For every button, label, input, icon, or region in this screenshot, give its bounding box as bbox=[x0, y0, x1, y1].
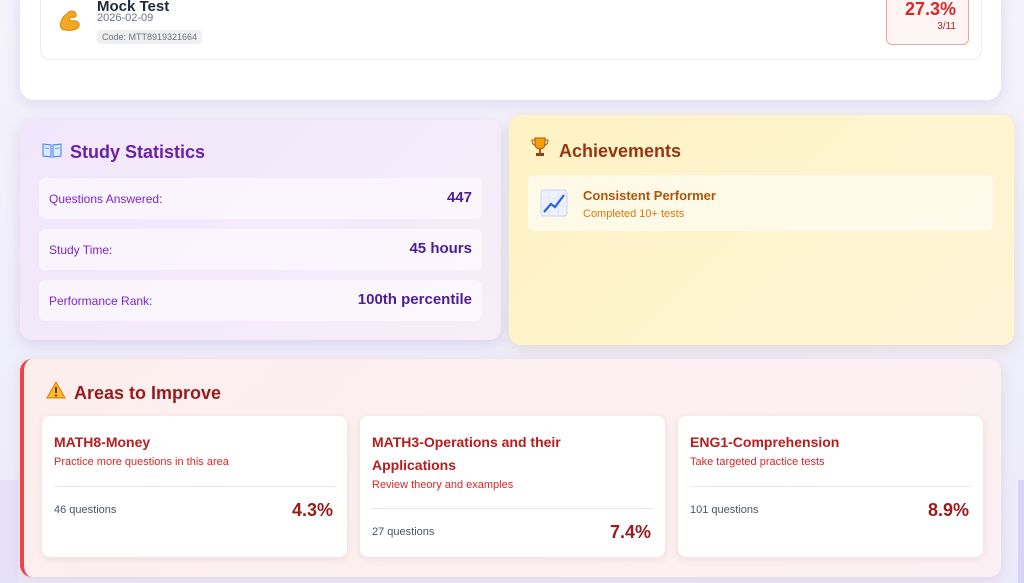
background-strip-left bbox=[0, 480, 18, 583]
areas-to-improve-card: Areas to Improve MATH8-Money Practice mo… bbox=[20, 359, 1001, 577]
background-strip-right bbox=[1018, 480, 1024, 583]
area-name: MATH8-Money bbox=[54, 434, 151, 450]
test-title: Mock Test bbox=[97, 0, 170, 15]
area-hint: Review theory and examples bbox=[372, 479, 514, 491]
achievement-name: Consistent Performer bbox=[583, 188, 716, 203]
area-divider bbox=[690, 486, 971, 487]
score-percent: 27.3% bbox=[904, 0, 956, 19]
score-fraction: 3/11 bbox=[937, 21, 956, 32]
areas-to-improve-title: Areas to Improve bbox=[74, 383, 222, 403]
stat-row-rank: Performance Rank: 100th percentile bbox=[39, 280, 482, 321]
area-question-count: 27 questions bbox=[372, 526, 435, 538]
study-statistics-card: Study Statistics Questions Answered: 447… bbox=[20, 120, 501, 340]
stat-label: Study Time: bbox=[49, 243, 113, 257]
area-percent: 4.3% bbox=[291, 500, 333, 520]
study-statistics-title: Study Statistics bbox=[70, 142, 206, 162]
area-divider bbox=[372, 508, 653, 509]
warning-icon bbox=[46, 380, 68, 404]
achievements-heading: Achievements bbox=[531, 137, 681, 162]
stat-value: 100th percentile bbox=[357, 291, 472, 308]
improve-area-card[interactable]: ENG1-Comprehension Take targeted practic… bbox=[678, 416, 983, 557]
areas-to-improve-heading: Areas to Improve bbox=[46, 380, 222, 404]
area-question-count: 101 questions bbox=[690, 504, 759, 516]
test-date: 2026-02-09 bbox=[97, 12, 154, 24]
study-statistics-heading: Study Statistics bbox=[42, 142, 205, 163]
stat-label: Performance Rank: bbox=[49, 294, 153, 308]
area-question-count: 46 questions bbox=[54, 504, 117, 516]
open-book-icon bbox=[42, 142, 64, 163]
achievements-title: Achievements bbox=[559, 141, 682, 161]
test-result-row[interactable]: Mock Test 2026-02-09 Code: MTT8919321664… bbox=[40, 0, 982, 60]
test-code-badge: Code: MTT8919321664 bbox=[97, 30, 203, 44]
achievement-item: Consistent Performer Completed 10+ tests bbox=[528, 175, 993, 231]
stat-value: 447 bbox=[446, 189, 472, 206]
area-name: ENG1-Comprehension bbox=[690, 434, 840, 450]
area-name: MATH3-Operations and their Applications bbox=[372, 434, 561, 473]
recent-tests-card: Mock Test 2026-02-09 Code: MTT8919321664… bbox=[20, 0, 1001, 100]
improve-area-card[interactable]: MATH3-Operations and their Applications … bbox=[360, 416, 665, 557]
achievements-card: Achievements Consistent Performer Comple… bbox=[509, 115, 1014, 345]
area-percent: 7.4% bbox=[609, 522, 651, 542]
achievement-description: Completed 10+ tests bbox=[583, 208, 685, 220]
area-divider bbox=[54, 486, 335, 487]
stat-row-study-time: Study Time: 45 hours bbox=[39, 229, 482, 270]
improve-area-card[interactable]: MATH8-Money Practice more questions in t… bbox=[42, 416, 347, 557]
stat-value: 45 hours bbox=[409, 240, 472, 257]
score-badge: 27.3% 3/11 bbox=[886, 0, 969, 45]
area-hint: Practice more questions in this area bbox=[54, 456, 229, 468]
area-percent: 8.9% bbox=[927, 500, 969, 520]
stat-label: Questions Answered: bbox=[49, 192, 163, 206]
flexed-biceps-icon bbox=[57, 8, 83, 32]
area-hint: Take targeted practice tests bbox=[690, 456, 825, 468]
stat-row-questions: Questions Answered: 447 bbox=[39, 178, 482, 219]
chart-increasing-icon bbox=[540, 189, 568, 217]
trophy-icon bbox=[531, 137, 553, 162]
